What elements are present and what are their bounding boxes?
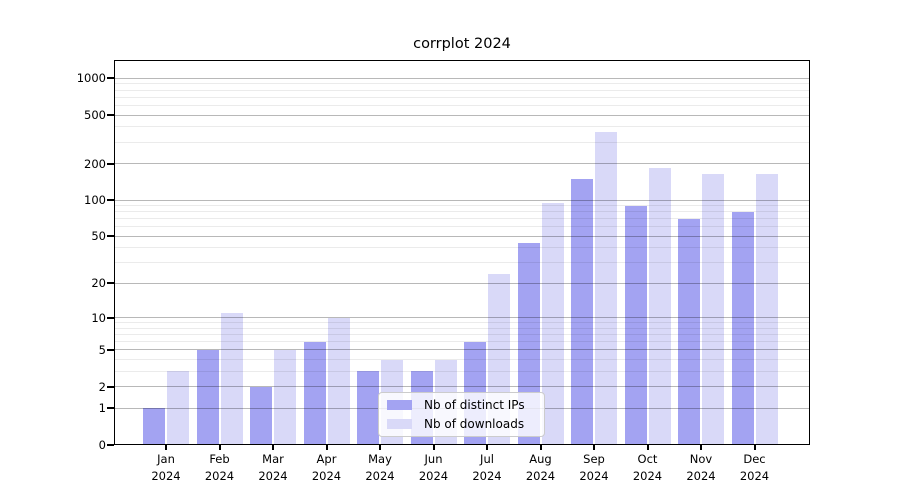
x-tick-label-may: May 2024 (365, 452, 395, 483)
x-tick-mark-oct (646, 445, 649, 450)
chart-title: corrplot 2024 (413, 36, 511, 52)
y-tick-label-5: 5 (98, 342, 106, 357)
bar-downloads-sep (595, 132, 617, 445)
plot-area (114, 60, 810, 445)
y-tick-label-50: 50 (91, 229, 106, 244)
legend-label-downloads: Nb of downloads (424, 417, 525, 431)
bar-downloads-dec (755, 174, 778, 445)
bar-downloads-nov (702, 173, 724, 445)
y-tick-mark-100 (107, 199, 114, 202)
x-tick-label-jan: Jan 2024 (151, 452, 181, 483)
bar-ips-feb (196, 349, 219, 445)
x-tick-mark-mar (272, 445, 274, 450)
y-tick-mark-20 (107, 282, 114, 285)
x-tick-mark-jan (165, 445, 167, 450)
x-tick-label-apr: Apr 2024 (311, 452, 342, 483)
x-tick-label-sep: Sep 2024 (579, 452, 609, 483)
legend-swatch-distinct-ips (387, 400, 412, 410)
y-tick-mark-500 (107, 114, 114, 117)
y-tick-mark-5 (107, 348, 114, 351)
y-tick-label-200: 200 (84, 156, 106, 171)
bar-ips-apr (303, 341, 326, 445)
x-tick-label-oct: Oct 2024 (632, 452, 663, 483)
y-tick-mark-1000 (107, 77, 114, 80)
bar-ips-nov (678, 218, 700, 445)
y-tick-label-2: 2 (98, 379, 106, 394)
x-tick-label-aug: Aug 2024 (525, 452, 556, 483)
legend: Nb of distinct IPs Nb of downloads (378, 392, 545, 437)
y-tick-label-0: 0 (98, 438, 106, 452)
y-tick-label-20: 20 (91, 276, 106, 291)
bar-downloads-jan (167, 371, 189, 445)
bar-downloads-oct (648, 167, 671, 445)
x-tick-mark-aug (539, 445, 542, 450)
bars-layer (114, 60, 810, 445)
bar-ips-may (357, 371, 379, 445)
y-tick-label-10: 10 (91, 310, 106, 325)
x-tick-mark-jul (486, 445, 488, 450)
x-tick-label-nov: Nov 2024 (686, 452, 716, 483)
bar-ips-oct (624, 205, 647, 445)
x-tick-mark-nov (700, 445, 702, 450)
x-tick-mark-jun (432, 445, 435, 450)
y-tick-mark-50 (107, 235, 114, 238)
x-tick-mark-dec (753, 445, 756, 450)
bar-downloads-mar (274, 349, 296, 445)
x-tick-mark-apr (325, 445, 328, 450)
bar-ips-dec (731, 211, 754, 445)
y-tick-mark-1 (107, 407, 114, 410)
bar-downloads-apr (327, 317, 350, 445)
y-tick-label-1000: 1000 (76, 71, 106, 86)
y-tick-mark-200 (107, 162, 114, 165)
y-tick-label-100: 100 (84, 193, 106, 208)
x-tick-label-mar: Mar 2024 (258, 452, 288, 483)
x-tick-label-feb: Feb 2024 (204, 452, 235, 483)
y-tick-label-500: 500 (84, 108, 106, 123)
legend-swatch-downloads (387, 419, 412, 429)
x-tick-mark-may (379, 445, 381, 450)
x-tick-mark-feb (218, 445, 221, 450)
legend-label-distinct-ips: Nb of distinct IPs (424, 398, 525, 412)
y-tick-mark-10 (107, 316, 114, 319)
x-tick-label-dec: Dec 2024 (739, 452, 770, 483)
y-tick-mark-2 (107, 385, 114, 388)
legend-row: Nb of downloads (387, 417, 536, 431)
bar-downloads-feb (220, 313, 243, 445)
x-tick-label-jun: Jun 2024 (418, 452, 449, 483)
y-tick-label-1: 1 (98, 401, 106, 416)
bar-ips-mar (250, 386, 272, 445)
legend-row: Nb of distinct IPs (387, 398, 536, 412)
bar-ips-jan (143, 408, 165, 445)
y-tick-mark-0 (107, 444, 114, 446)
x-tick-mark-sep (593, 445, 595, 450)
x-tick-label-jul: Jul 2024 (472, 452, 502, 483)
bar-ips-sep (571, 178, 593, 445)
bar-downloads-aug (541, 202, 564, 445)
